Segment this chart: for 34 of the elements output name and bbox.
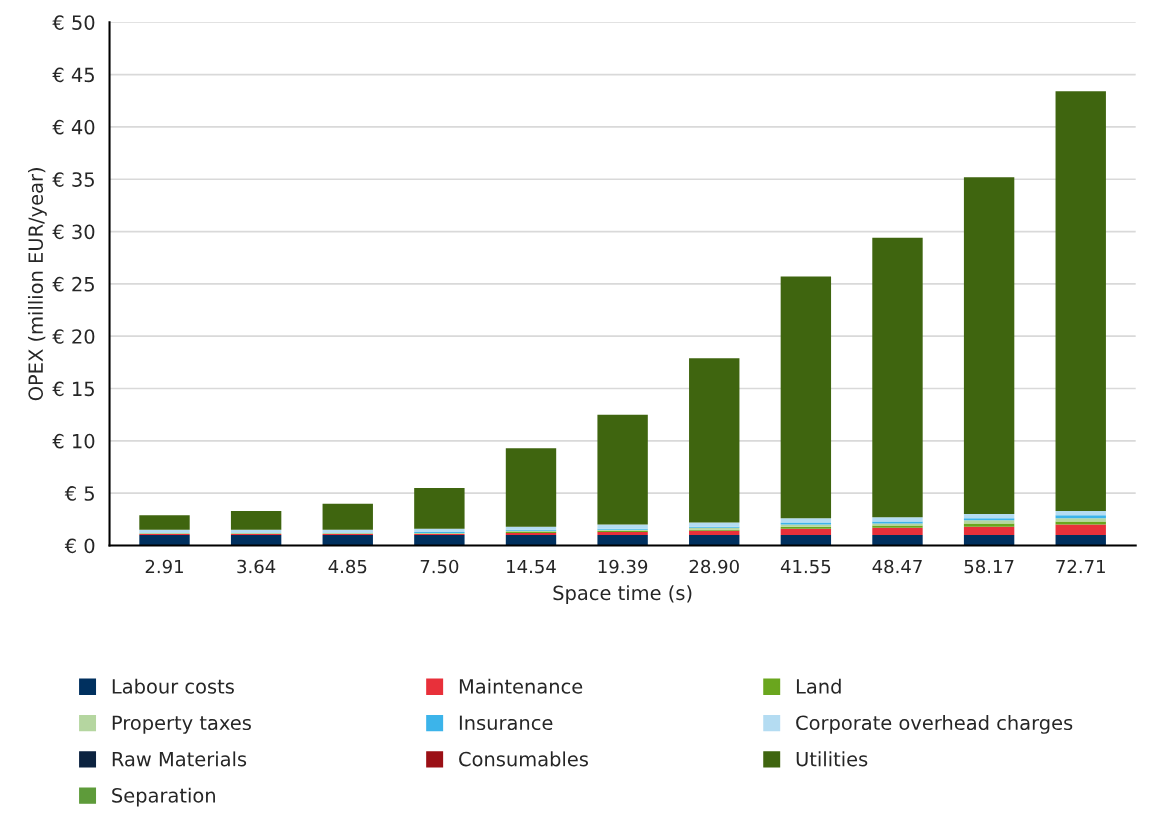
x-axis-title: Space time (s): [553, 585, 692, 604]
y-tick-label: € 15: [52, 381, 94, 397]
legend-label: Maintenance: [459, 678, 583, 694]
legend-label: Land: [796, 678, 841, 694]
x-tick-label: 7.50: [420, 559, 459, 574]
y-axis-title: OPEX (million EUR/year): [27, 168, 47, 401]
y-tick-label: € 5: [64, 486, 94, 501]
legend-label: Labour costs: [112, 678, 234, 694]
x-tick-label: 58.17: [964, 559, 1014, 574]
legend-label: Corporate overhead charges: [796, 715, 1073, 734]
x-tick-label: 19.39: [598, 559, 648, 574]
x-tick-label: 4.85: [328, 559, 367, 574]
x-tick-label: 72.71: [1056, 559, 1105, 574]
x-tick-label: 28.90: [689, 559, 739, 574]
x-tick-label: 3.64: [237, 559, 276, 574]
y-tick-label: € 30: [52, 224, 95, 240]
x-tick-label: 41.55: [780, 559, 831, 574]
y-tick-label: € 25: [52, 276, 94, 292]
y-tick-label: € 20: [52, 329, 95, 344]
y-tick-label: € 45: [52, 67, 94, 83]
y-tick-label: € 35: [52, 172, 94, 187]
y-tick-label: € 0: [64, 538, 95, 554]
x-tick-label: 48.47: [872, 559, 922, 574]
legend-label: Utilities: [796, 751, 868, 767]
legend-label: Raw Materials: [112, 751, 247, 767]
legend-label: Property taxes: [112, 715, 251, 734]
y-tick-label: € 40: [52, 119, 95, 135]
x-tick-label: 14.54: [507, 559, 556, 574]
legend-label: Separation: [112, 787, 215, 807]
legend-label: Insurance: [459, 715, 553, 731]
y-tick-label: € 50: [52, 15, 95, 30]
y-tick-label: € 10: [52, 433, 95, 449]
x-tick-label: 2.91: [145, 559, 183, 574]
legend-label: Consumables: [459, 751, 588, 767]
